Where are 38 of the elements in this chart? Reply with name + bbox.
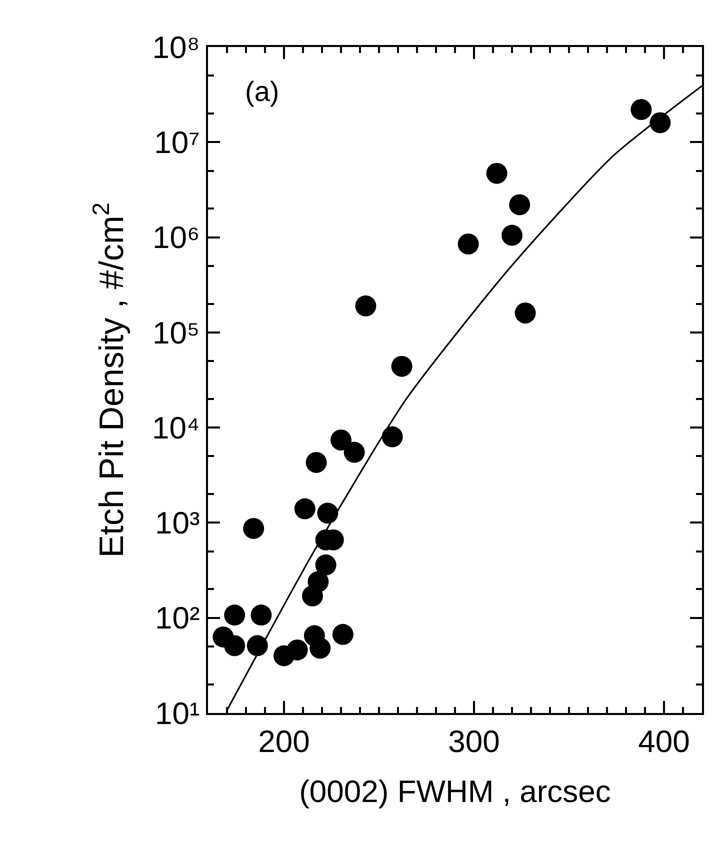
point bbox=[458, 234, 479, 254]
point bbox=[306, 452, 327, 473]
point bbox=[250, 604, 272, 626]
point bbox=[302, 585, 323, 606]
point bbox=[650, 112, 671, 134]
y-tick-label: 10² bbox=[154, 600, 200, 636]
point bbox=[243, 518, 264, 539]
y-tick-label: 10¹ bbox=[154, 696, 200, 731]
x-tick-label: 300 bbox=[448, 724, 500, 760]
x-tick-label: 400 bbox=[638, 724, 690, 760]
y-tick-label: 10⁴ bbox=[152, 410, 200, 446]
point bbox=[294, 498, 316, 520]
point bbox=[630, 99, 652, 120]
point bbox=[509, 194, 530, 216]
point bbox=[224, 604, 246, 626]
annotation: (a) bbox=[245, 76, 280, 107]
point bbox=[317, 502, 338, 524]
point bbox=[382, 426, 403, 448]
y-tick-label: 10⁵ bbox=[152, 315, 200, 350]
point bbox=[391, 356, 412, 377]
point bbox=[486, 162, 508, 184]
point bbox=[310, 638, 331, 659]
point bbox=[315, 554, 336, 576]
y-tick-label: 10⁶ bbox=[152, 220, 200, 256]
y-tick-label: 10⁷ bbox=[154, 124, 200, 160]
point bbox=[502, 224, 522, 246]
point bbox=[344, 442, 365, 463]
point bbox=[355, 295, 376, 316]
point bbox=[514, 302, 536, 324]
point bbox=[330, 430, 352, 450]
x-tick-label: 200 bbox=[258, 724, 310, 760]
point bbox=[224, 635, 246, 656]
point bbox=[332, 624, 354, 645]
point bbox=[246, 635, 268, 656]
point bbox=[286, 639, 308, 660]
x-axis-title: (0002) FWHM , arcsec bbox=[299, 774, 611, 809]
y-tick-label: 10³ bbox=[154, 506, 200, 541]
y-tick-label: 10⁸ bbox=[152, 30, 200, 65]
